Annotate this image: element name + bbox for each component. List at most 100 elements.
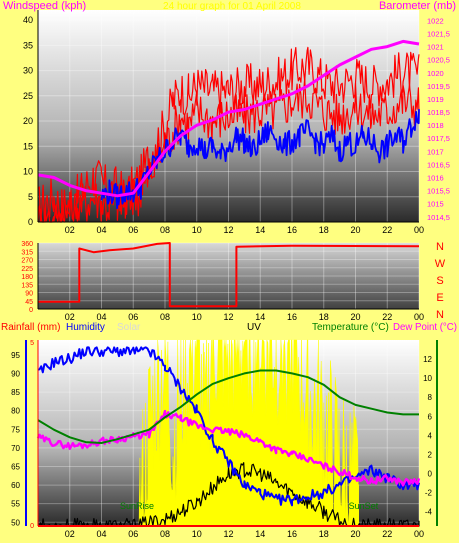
- temperature-label: Temperature (°C): [312, 322, 389, 333]
- windspeed-tick-label: 20: [23, 116, 33, 126]
- barometer-tick-label: 1019: [427, 95, 444, 104]
- series-line: [37, 77, 420, 223]
- series-line: [37, 46, 420, 223]
- direction-tick-label: 270: [21, 258, 33, 265]
- x-tick-label: 02: [65, 312, 75, 322]
- humidity-tick-label: 85: [11, 388, 20, 397]
- x-tick-label: 00: [414, 529, 424, 539]
- windspeed-tick-label: 25: [23, 91, 33, 101]
- chart-title: 24 hour graph for 01 April 2008: [163, 1, 301, 12]
- humidity-tick-label: 75: [11, 425, 20, 434]
- compass-label: S: [436, 275, 443, 287]
- temperature-tick-label: 12: [423, 355, 432, 364]
- x-tick-label: 10: [192, 312, 202, 322]
- rainfall-label: Rainfall (mm): [1, 322, 60, 333]
- compass-label: E: [436, 292, 443, 304]
- dew-point-label: Dew Point (°C): [393, 322, 457, 333]
- windspeed-tick-label: 0: [28, 217, 33, 227]
- barometer-tick-label: 1017,5: [427, 134, 450, 143]
- barometer-tick-label: 1021: [427, 43, 444, 52]
- humidity-label: Humidity: [66, 322, 105, 333]
- x-tick-label: 12: [223, 529, 233, 539]
- direction-tick-label: 360: [21, 241, 33, 248]
- x-tick-label: 02: [65, 529, 75, 539]
- windspeed-tick-label: 40: [23, 15, 33, 25]
- x-tick-label: 04: [96, 529, 106, 539]
- temperature-line: [37, 369, 419, 444]
- x-tick-label: 08: [160, 529, 170, 539]
- direction-tick-label: 0: [29, 307, 33, 314]
- x-tick-label: 08: [160, 312, 170, 322]
- humidity-tick-label: 65: [11, 462, 20, 471]
- windspeed-tick-label: 10: [23, 167, 33, 177]
- x-tick-label: 12: [223, 312, 233, 322]
- x-tick-label: 16: [287, 225, 297, 235]
- uv-label: UV: [247, 322, 261, 333]
- solar-area: [138, 339, 359, 527]
- compass-label: W: [435, 258, 446, 270]
- x-tick-label: 14: [255, 529, 265, 539]
- x-tick-label: 04: [96, 312, 106, 322]
- temperature-tick-label: -2: [425, 489, 433, 498]
- wind-direction-line: [38, 242, 420, 308]
- humidity-tick-label: 80: [11, 407, 20, 416]
- x-tick-label: 10: [192, 225, 202, 235]
- temperature-tick-label: -4: [425, 508, 433, 517]
- barometer-tick-label: 1018: [427, 121, 444, 130]
- windspeed-axis-title: Windspeed (kph): [3, 0, 86, 12]
- barometer-tick-label: 1022: [427, 16, 444, 25]
- barometer-tick-label: 1016: [427, 174, 444, 183]
- series-line: [37, 39, 420, 198]
- wind-direction-plot-area: [38, 243, 419, 309]
- x-tick-label: 06: [128, 225, 138, 235]
- x-tick-label: 18: [319, 225, 329, 235]
- series-line: [100, 109, 420, 210]
- direction-tick-label: 45: [25, 299, 33, 306]
- x-tick-label: 20: [350, 312, 360, 322]
- compass-label: N: [436, 309, 444, 321]
- barometer-tick-label: 1015: [427, 200, 444, 209]
- direction-tick-label: 90: [25, 291, 33, 298]
- humidity-tick-label: 50: [11, 518, 20, 527]
- barometer-tick-label: 1016,5: [427, 160, 450, 169]
- direction-tick-label: 225: [21, 266, 33, 273]
- x-tick-label: 06: [128, 312, 138, 322]
- x-tick-label: 04: [96, 225, 106, 235]
- temperature-tick-label: 10: [423, 374, 432, 383]
- barometer-tick-label: 1018,5: [427, 108, 450, 117]
- x-tick-label: 16: [287, 529, 297, 539]
- windspeed-tick-label: 5: [28, 192, 33, 202]
- x-tick-label: 06: [128, 529, 138, 539]
- sunrise-label: SunRise: [120, 501, 154, 511]
- x-tick-label: 14: [255, 312, 265, 322]
- humidity-tick-label: 60: [11, 481, 20, 490]
- x-tick-label: 20: [350, 225, 360, 235]
- wind-direction-series: [38, 242, 420, 308]
- humidity-tick-label: 70: [11, 444, 20, 453]
- barometer-tick-label: 1020: [427, 69, 444, 78]
- direction-tick-label: 315: [21, 249, 33, 256]
- x-tick-label: 08: [160, 225, 170, 235]
- x-tick-label: 12: [223, 225, 233, 235]
- temperature-tick-label: 6: [428, 412, 433, 421]
- x-tick-label: 22: [382, 529, 392, 539]
- wind-pressure-axes: 05101520253035401014,510151015,510161016…: [3, 0, 456, 235]
- temperature-humidity-series: [36, 339, 421, 527]
- temperature-tick-label: 0: [428, 470, 433, 479]
- rain-tick-label: 5: [30, 340, 34, 347]
- windspeed-tick-label: 30: [23, 66, 33, 76]
- x-tick-label: 20: [350, 529, 360, 539]
- barometer-tick-label: 1020,5: [427, 56, 450, 65]
- barometer-tick-label: 1015,5: [427, 187, 450, 196]
- x-tick-label: 16: [287, 312, 297, 322]
- windspeed-tick-label: 35: [23, 40, 33, 50]
- barometer-tick-label: 1017: [427, 147, 444, 156]
- barometer-tick-label: 1021,5: [427, 30, 450, 39]
- rain-tick-label: 0: [30, 523, 34, 530]
- windspeed-tick-label: 15: [23, 141, 33, 151]
- temperature-humidity-labels: SunRise SunSet Rainfall (mm) Humidity Solar U…: [1, 322, 457, 511]
- humidity-tick-label: 90: [11, 369, 20, 378]
